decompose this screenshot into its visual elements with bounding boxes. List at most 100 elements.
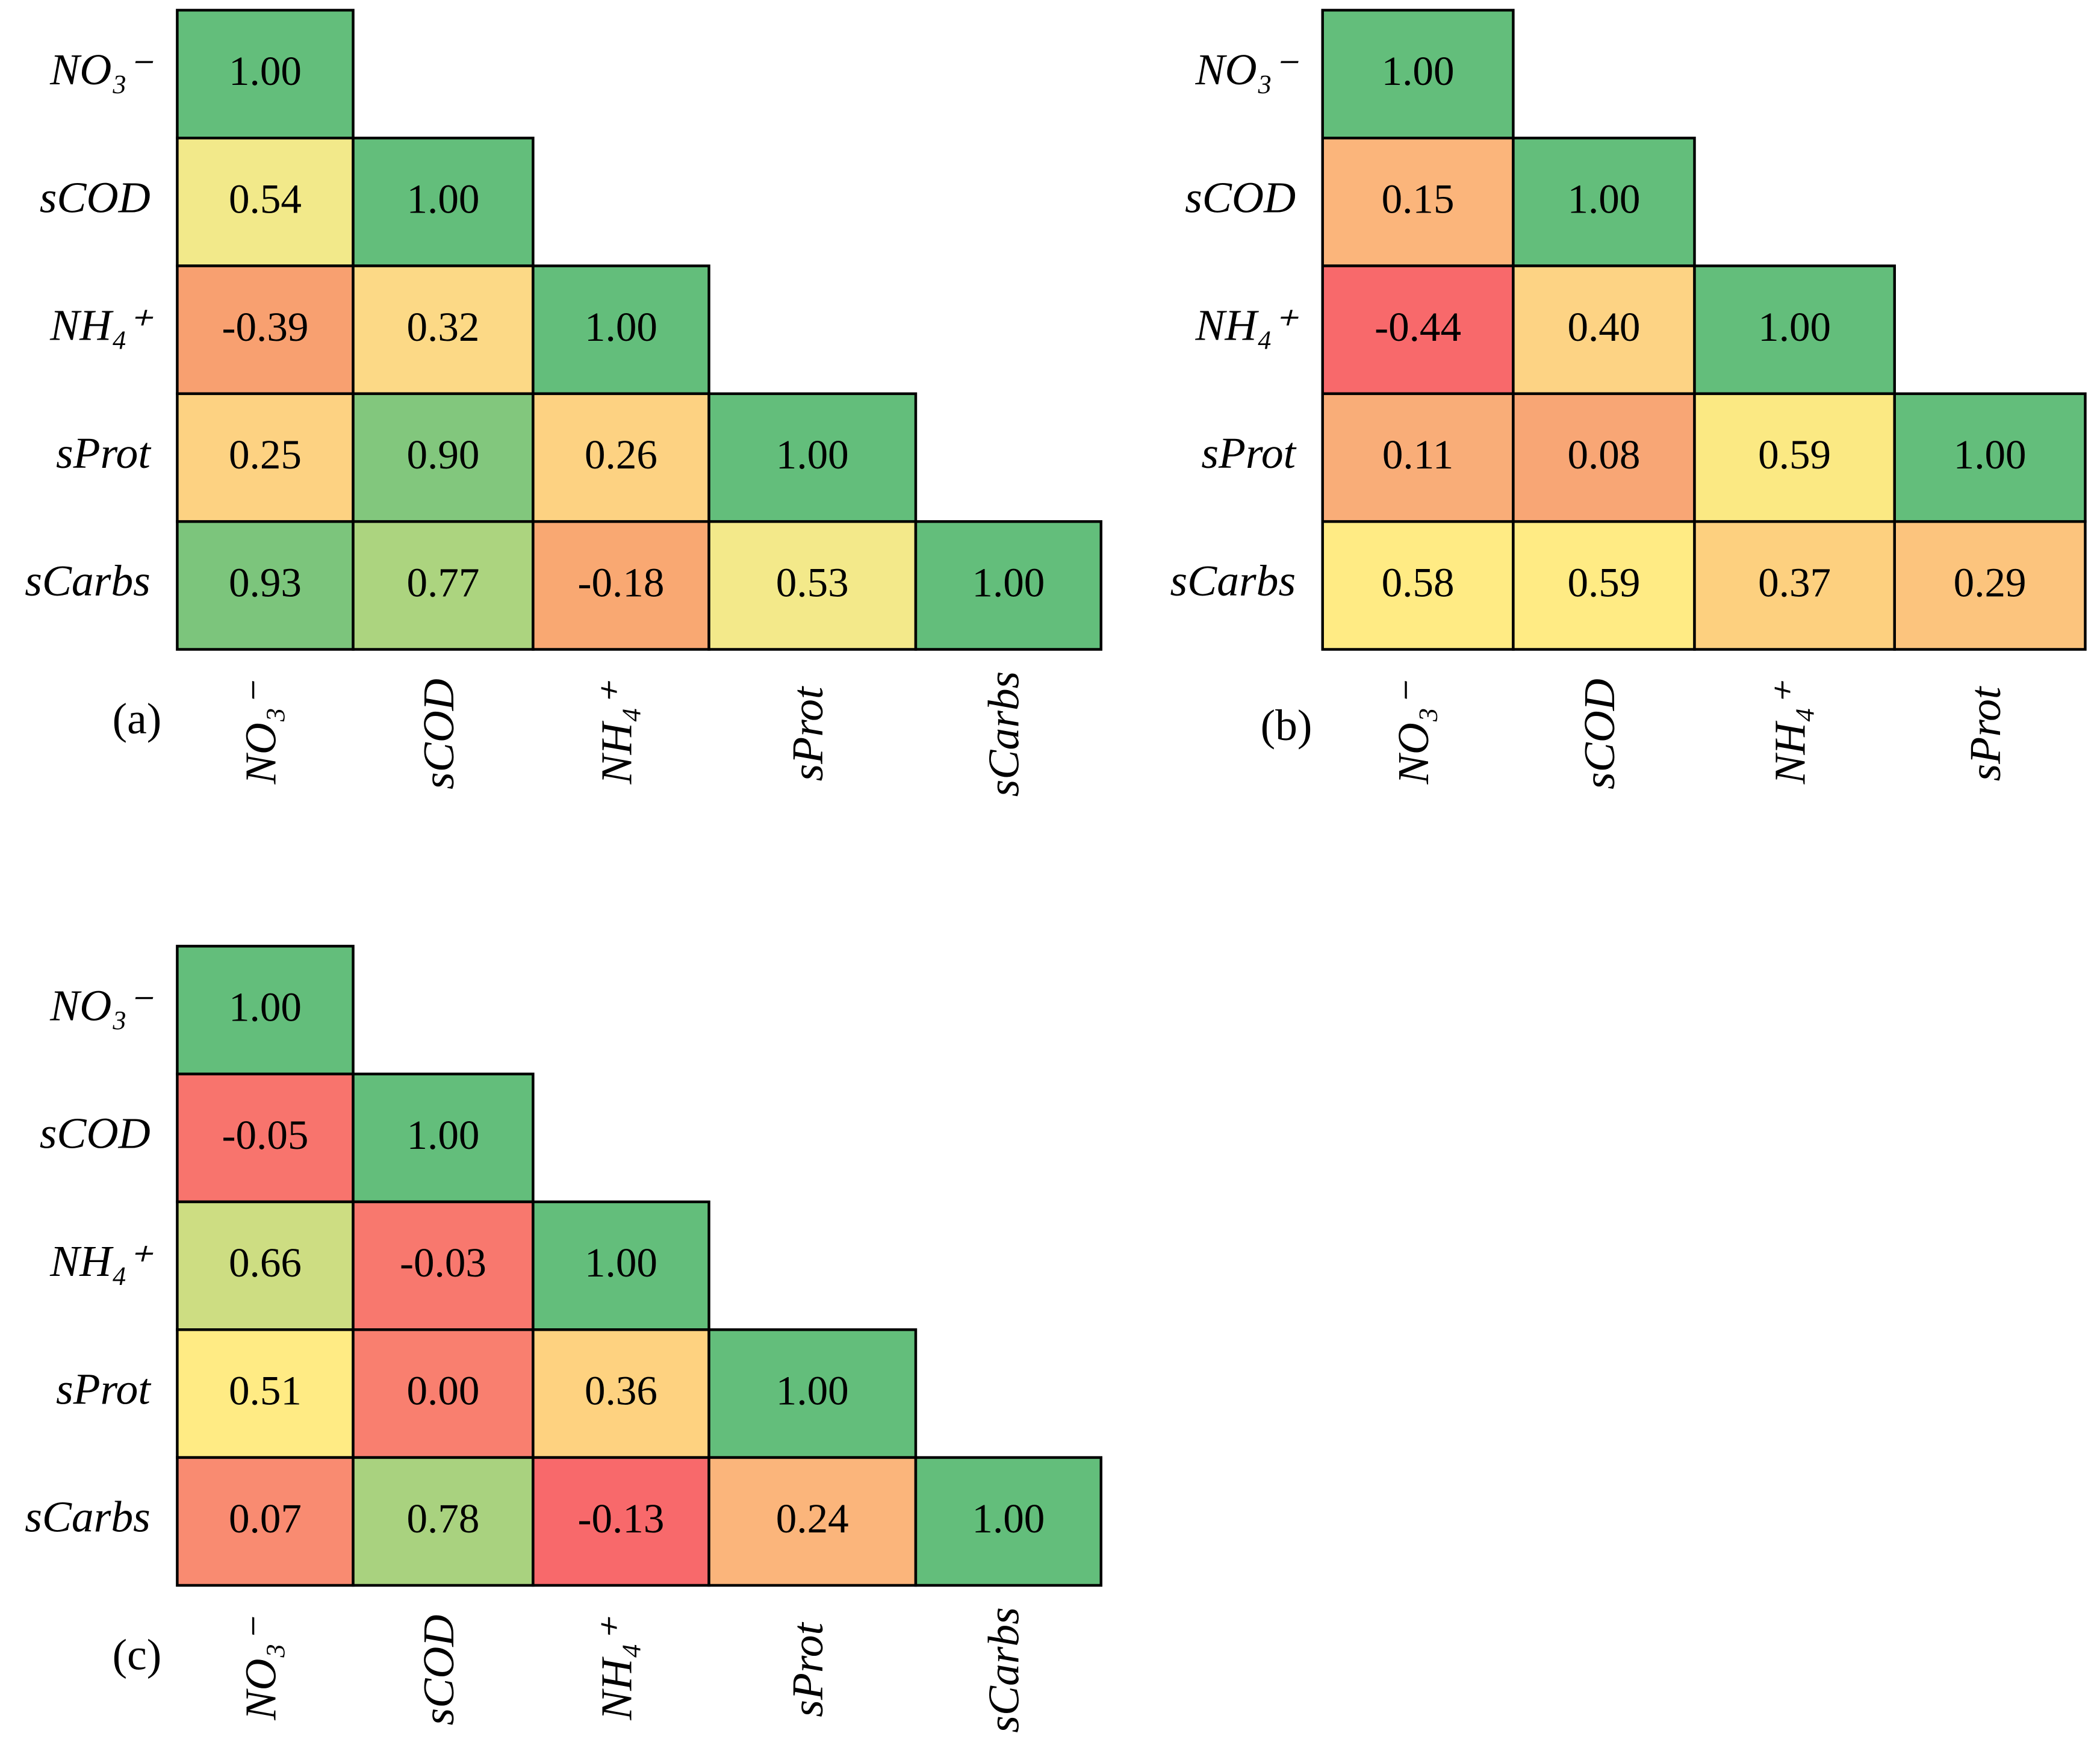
col-label: sCOD: [1574, 679, 1624, 789]
cell-label: 0.51: [229, 1367, 302, 1414]
cell: [914, 520, 1102, 651]
cell: [176, 1072, 355, 1204]
cell-label: 0.07: [229, 1495, 302, 1541]
cell-label: 0.26: [585, 431, 657, 477]
col-label: NH₄⁺: [591, 681, 641, 785]
cell-label: 1.00: [585, 303, 657, 350]
cell-label: 0.11: [1382, 431, 1453, 477]
cell: [1512, 137, 1696, 267]
cell: [707, 1328, 918, 1459]
cell: [707, 1456, 918, 1587]
cell: [1893, 520, 2087, 651]
cell-label: 1.00: [406, 1112, 479, 1158]
cell-label: 0.54: [229, 175, 302, 222]
cell-label: 0.00: [406, 1367, 479, 1414]
cell: [532, 520, 710, 651]
row-label: NO₃⁻: [1194, 45, 1299, 94]
cell: [352, 137, 535, 267]
cell: [1893, 392, 2087, 523]
row-label: NH₄⁺: [49, 1236, 154, 1286]
cell: [1321, 137, 1515, 267]
cell: [1321, 8, 1515, 140]
cell-label: 0.77: [406, 559, 479, 605]
row-label: sCarbs: [1170, 556, 1296, 605]
cell: [532, 264, 710, 396]
cell: [707, 392, 918, 523]
cell: [352, 1328, 535, 1459]
cell: [176, 945, 355, 1075]
col-label: sCOD: [414, 679, 463, 789]
cell-label: 1.00: [972, 1495, 1045, 1541]
row-label: sProt: [56, 428, 151, 477]
cell-label: 0.59: [1567, 559, 1640, 605]
cell-label: 0.40: [1567, 303, 1640, 350]
col-label: sProt: [783, 1622, 832, 1717]
col-label: NO₃⁻: [235, 1617, 285, 1721]
cell-label: 0.15: [1382, 175, 1455, 222]
cell-label: 0.66: [229, 1239, 302, 1286]
row-label: NO₃⁻: [49, 980, 154, 1030]
row-label: sCOD: [40, 172, 151, 222]
cell-label: 1.00: [406, 175, 479, 222]
col-label: sProt: [1960, 686, 2010, 781]
cell: [1321, 264, 1515, 396]
cell-label: 0.59: [1758, 431, 1831, 477]
row-label: sCarbs: [25, 556, 151, 605]
col-label: NH₄⁺: [591, 1617, 641, 1721]
cell-label: -0.05: [222, 1112, 308, 1158]
cell-label: -0.44: [1375, 303, 1461, 350]
cell-label: 0.58: [1382, 559, 1455, 605]
row-label: sCarbs: [25, 1492, 151, 1541]
row-label: NO₃⁻: [49, 45, 154, 94]
cell-label: 1.00: [776, 431, 849, 477]
cell-label: -0.13: [577, 1495, 664, 1541]
cell: [176, 1328, 355, 1459]
cell-label: 1.00: [229, 48, 302, 94]
panel-label: (b): [1261, 700, 1312, 750]
cell-label: 1.00: [585, 1239, 657, 1286]
col-label: NO₃⁻: [1388, 681, 1438, 785]
col-label: sCarbs: [979, 671, 1028, 797]
panel-label: (c): [113, 1629, 162, 1679]
cell-label: 0.29: [1954, 559, 2027, 605]
cell: [1321, 392, 1515, 523]
cell-label: 0.32: [406, 303, 479, 350]
cell-label: 0.25: [229, 431, 302, 477]
panel-label: (a): [113, 694, 162, 743]
cell-label: 1.00: [972, 559, 1045, 605]
cell: [352, 520, 535, 651]
row-label: NH₄⁺: [49, 300, 154, 350]
cell-label: 0.93: [229, 559, 302, 605]
cell-label: 0.78: [406, 1495, 479, 1541]
cell-label: 0.53: [776, 559, 849, 605]
cell: [532, 1456, 710, 1587]
col-label: sCOD: [414, 1614, 463, 1725]
cell-label: -0.39: [222, 303, 308, 350]
cell: [176, 8, 355, 140]
cell-label: 1.00: [1382, 48, 1455, 94]
cell: [1512, 520, 1696, 651]
cell: [352, 392, 535, 523]
cell: [176, 1456, 355, 1587]
cell-label: -0.18: [577, 559, 664, 605]
cell-label: 1.00: [1567, 175, 1640, 222]
row-label: NH₄⁺: [1194, 300, 1299, 350]
cell: [1693, 520, 1897, 651]
cell-label: 0.36: [585, 1367, 657, 1414]
cell-label: 0.37: [1758, 559, 1831, 605]
cell-label: -0.03: [400, 1239, 486, 1286]
row-label: sCOD: [40, 1109, 151, 1158]
cell: [352, 1456, 535, 1587]
cell: [1512, 264, 1696, 396]
cell: [176, 137, 355, 267]
cell: [707, 520, 918, 651]
cell-label: 1.00: [1954, 431, 2027, 477]
cell-label: 1.00: [776, 1367, 849, 1414]
row-label: sCOD: [1185, 172, 1296, 222]
cell-label: 1.00: [229, 984, 302, 1030]
cell-label: 0.08: [1567, 431, 1640, 477]
cell: [1693, 264, 1897, 396]
row-label: sProt: [1201, 428, 1296, 477]
cell: [1512, 392, 1696, 523]
